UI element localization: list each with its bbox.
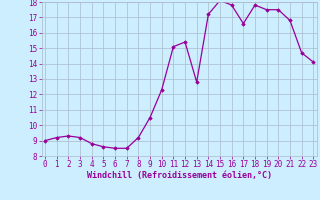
- X-axis label: Windchill (Refroidissement éolien,°C): Windchill (Refroidissement éolien,°C): [87, 171, 272, 180]
